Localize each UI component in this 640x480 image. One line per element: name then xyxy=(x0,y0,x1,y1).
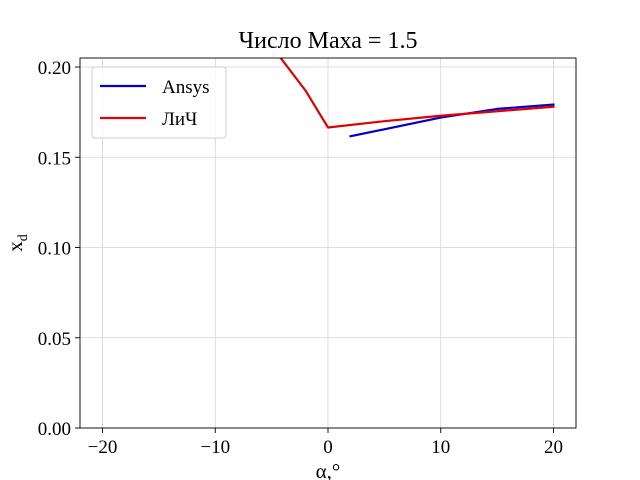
y-tick-label: 0.20 xyxy=(38,58,71,79)
y-tick-label: 0.15 xyxy=(38,148,71,169)
chart-title: Число Маха = 1.5 xyxy=(239,28,418,54)
legend-label-lich: ЛиЧ xyxy=(162,109,197,130)
x-tick-label: 20 xyxy=(544,437,563,458)
series-line-lich xyxy=(279,58,555,129)
y-axis-ticks: 0.00 0.05 0.10 0.15 0.20 xyxy=(38,58,80,440)
y-tick-label: 0.00 xyxy=(38,419,71,440)
y-tick-label: 0.05 xyxy=(38,329,71,350)
series-layer xyxy=(279,58,555,138)
x-tick-label: 0 xyxy=(323,437,333,458)
x-axis-label: α,° xyxy=(316,459,341,480)
y-axis-label: xd xyxy=(3,234,31,252)
x-tick-label: −20 xyxy=(88,437,118,458)
series-line-ansys xyxy=(349,103,555,138)
legend-label-ansys: Ansys xyxy=(162,77,210,98)
y-tick-label: 0.10 xyxy=(38,239,71,260)
y-axis-label-main: x xyxy=(3,241,27,252)
x-axis-ticks: −20 −10 0 10 20 xyxy=(88,428,563,458)
x-tick-label: 10 xyxy=(431,437,450,458)
legend: Ansys ЛиЧ xyxy=(91,66,227,139)
legend-frame xyxy=(91,66,227,139)
x-tick-label: −10 xyxy=(200,437,230,458)
y-axis-label-subscript: d xyxy=(16,234,31,241)
